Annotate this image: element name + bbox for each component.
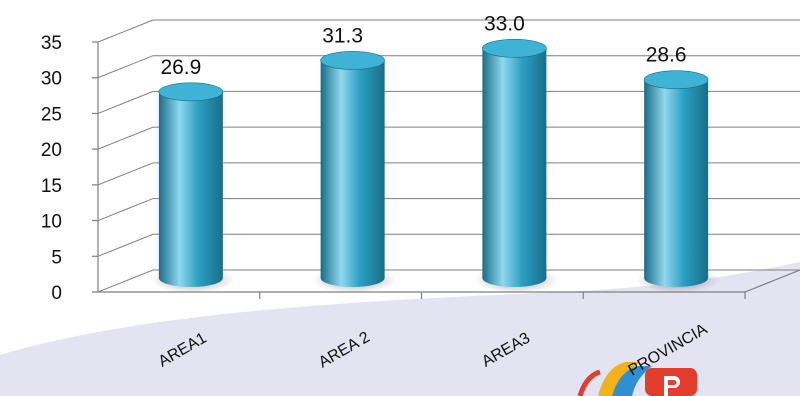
bar bbox=[643, 70, 709, 287]
logo-badge bbox=[577, 362, 697, 396]
gridline bbox=[97, 126, 800, 150]
y-tick-label: 30 bbox=[41, 69, 62, 90]
gridline bbox=[97, 90, 800, 114]
bar bbox=[482, 38, 547, 288]
y-tick-label: 0 bbox=[51, 283, 62, 304]
data-label: 33.0 bbox=[484, 12, 525, 35]
bar bbox=[158, 82, 224, 287]
data-label: 31.3 bbox=[322, 24, 363, 47]
y-tick-label: 15 bbox=[41, 176, 62, 197]
gridline bbox=[97, 55, 800, 79]
data-label: 28.6 bbox=[646, 44, 687, 67]
bars bbox=[150, 38, 721, 293]
gridline bbox=[97, 162, 800, 186]
gridlines bbox=[97, 19, 800, 293]
y-tick-label: 5 bbox=[51, 247, 62, 268]
decorative-band bbox=[0, 262, 800, 396]
y-tick-labels: 0 5 10 15 20 25 30 35 bbox=[41, 33, 98, 304]
data-label: 26.9 bbox=[160, 56, 201, 79]
y-tick-label: 25 bbox=[41, 104, 62, 125]
floor-edge bbox=[744, 269, 800, 293]
gridline bbox=[97, 19, 800, 43]
gridline bbox=[97, 233, 800, 257]
y-tick-label: 35 bbox=[41, 33, 62, 54]
gridline bbox=[97, 269, 800, 293]
y-tick-label: 10 bbox=[41, 212, 62, 233]
y-tick-label: 20 bbox=[41, 140, 62, 161]
bar bbox=[320, 51, 385, 287]
data-labels: 26.9 31.3 33.0 28.6 bbox=[160, 12, 686, 79]
gridline bbox=[97, 198, 800, 222]
